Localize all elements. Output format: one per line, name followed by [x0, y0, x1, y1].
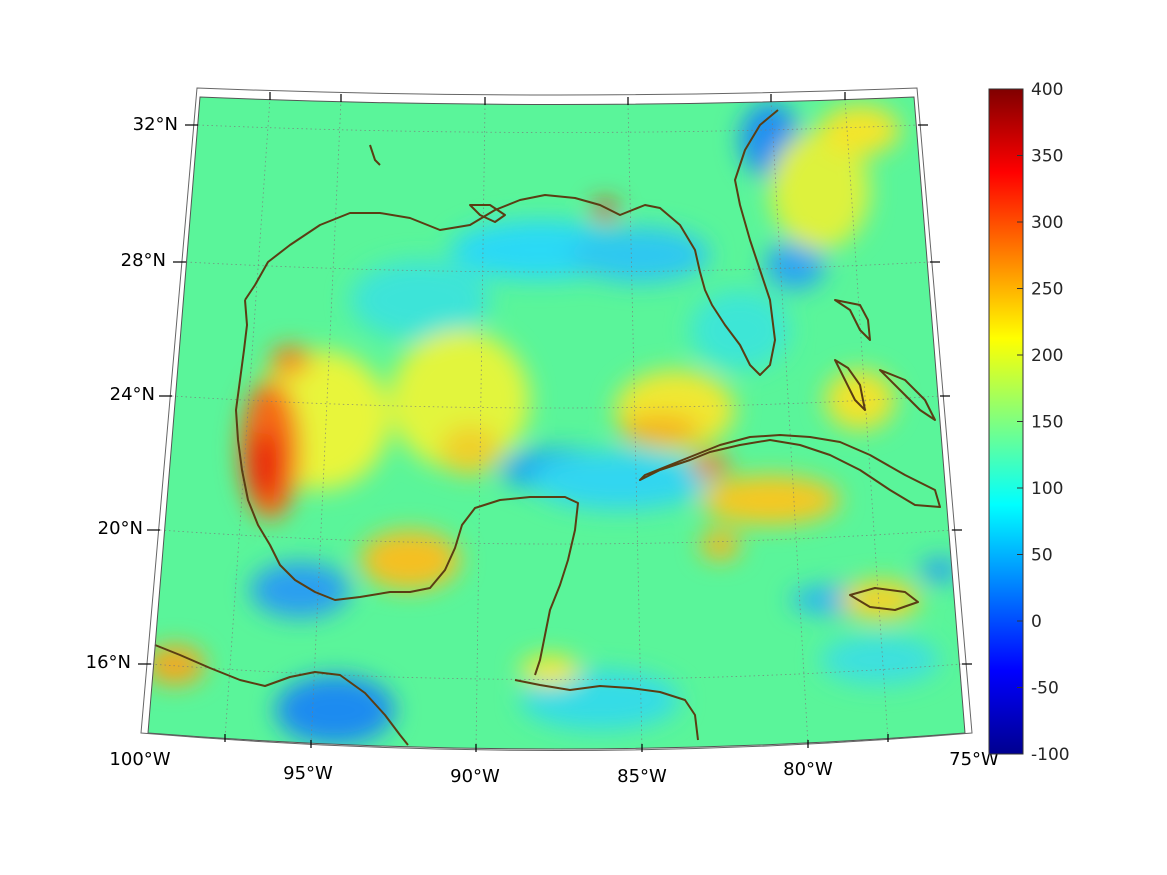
- lat-label-32: 32°N: [133, 114, 178, 135]
- colorbar-ticks: [1017, 88, 1023, 755]
- lon-labels: 100°W 95°W 90°W 85°W 80°W 75°W: [109, 749, 999, 787]
- data-field: [148, 97, 965, 749]
- lon-label-100: 100°W: [109, 749, 170, 770]
- lon-label-80: 80°W: [783, 759, 833, 780]
- lat-labels: 32°N 28°N 24°N 20°N 16°N: [86, 114, 178, 673]
- graticule: [150, 97, 963, 751]
- colorbar-label-150: 150: [1031, 413, 1063, 433]
- colorbar-label-400: 400: [1031, 80, 1063, 100]
- colorbar-label-350: 350: [1031, 147, 1063, 167]
- colorbar-label-250: 250: [1031, 280, 1063, 300]
- coastline: [154, 109, 941, 746]
- lon-label-75: 75°W: [949, 749, 999, 770]
- map-frame-outer: [140, 87, 973, 751]
- lon-label-85: 85°W: [617, 766, 667, 787]
- lat-label-24: 24°N: [110, 384, 155, 405]
- lat-label-20: 20°N: [98, 518, 143, 539]
- colorbar-label-minus50: -50: [1031, 679, 1059, 699]
- colorbar-label-0: 0: [1031, 612, 1042, 632]
- colorbar-label-minus100: -100: [1031, 745, 1070, 765]
- map-frame: [147, 96, 966, 750]
- colorbar-label-200: 200: [1031, 346, 1063, 366]
- frame-ticks: [138, 92, 972, 752]
- colorbar-label-300: 300: [1031, 213, 1063, 233]
- lat-label-28: 28°N: [121, 250, 166, 271]
- map-panel: 32°N 28°N 24°N 20°N 16°N 100°W 95°W 90°W…: [86, 87, 999, 787]
- colorbar-labels: 400 350 300 250 200 150 100 50 0 -50 -10…: [1031, 80, 1070, 765]
- lon-label-90: 90°W: [450, 766, 500, 787]
- colorbar-label-100: 100: [1031, 479, 1063, 499]
- lat-label-16: 16°N: [86, 652, 131, 673]
- colorbar-label-50: 50: [1031, 546, 1053, 566]
- colorbar: 400 350 300 250 200 150 100 50 0 -50 -10…: [988, 80, 1070, 765]
- lon-label-95: 95°W: [283, 763, 333, 784]
